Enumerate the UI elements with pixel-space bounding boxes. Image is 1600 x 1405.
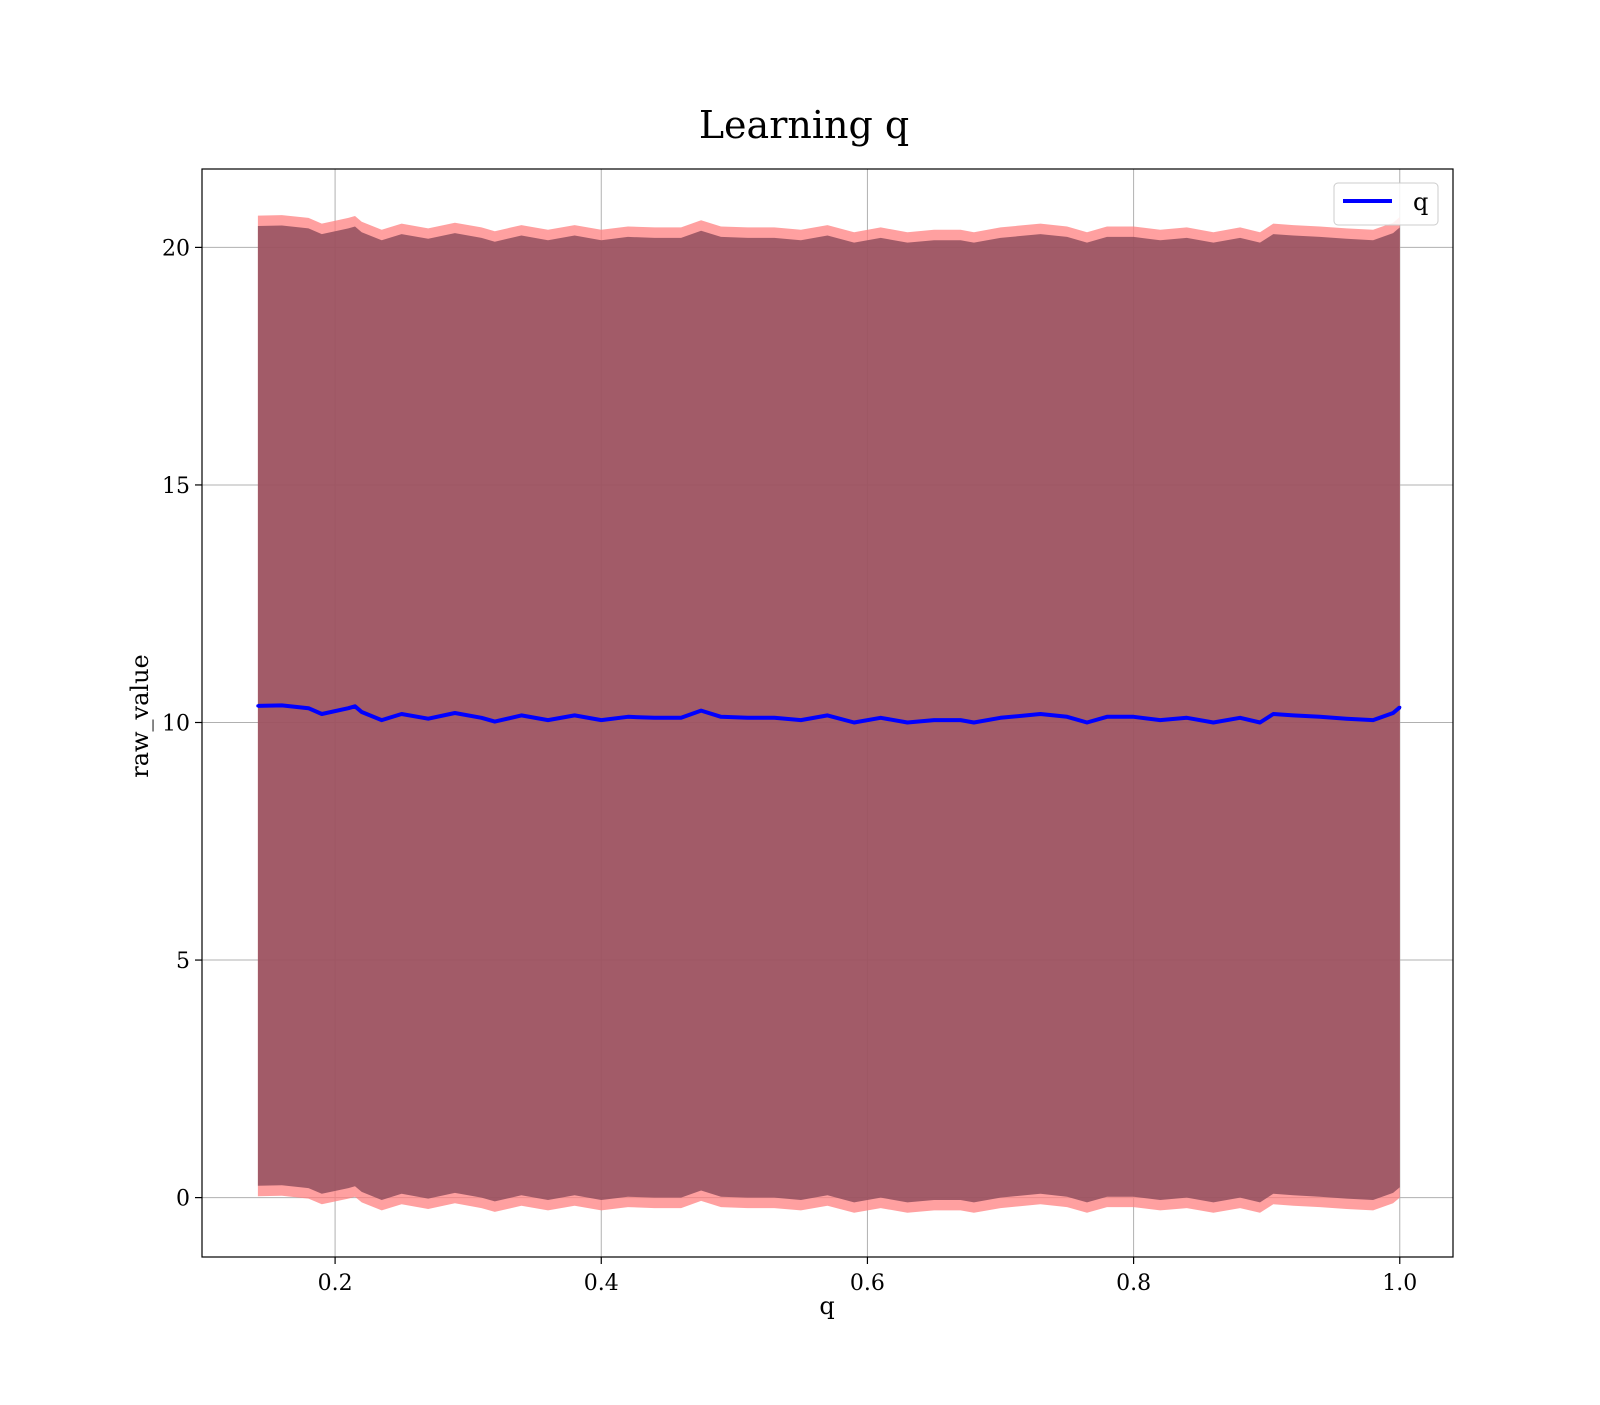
data-point [453, 711, 457, 715]
data-point [1065, 715, 1069, 719]
data-point [972, 720, 976, 725]
data-point [626, 715, 630, 719]
data-point [1344, 717, 1349, 721]
x-tick-label: 1.0 [1382, 1271, 1417, 1296]
data-point [905, 720, 909, 725]
data-point [380, 718, 384, 722]
data-point [719, 715, 723, 719]
data-point [346, 706, 350, 710]
chart-title: Learning q [699, 103, 909, 147]
series-line-q [257, 703, 1402, 725]
legend: q [1333, 182, 1439, 226]
data-point [998, 716, 1003, 720]
x-tick-label: 0.6 [850, 1271, 885, 1296]
data-point [1271, 712, 1275, 716]
data-point [1105, 715, 1109, 719]
data-point [1238, 716, 1242, 720]
data-point [1211, 720, 1216, 725]
data-point [256, 704, 260, 708]
data-point [306, 706, 311, 710]
y-tick-label: 15 [162, 474, 190, 499]
plot-frame [201, 168, 1454, 1258]
y-tick-label: 5 [176, 949, 190, 974]
data-point [1038, 712, 1043, 716]
y-axis-label: raw_value [126, 654, 154, 778]
x-tick-label: 0.2 [318, 1271, 353, 1296]
data-point [699, 709, 703, 713]
x-ticks: 0.2 0.4 0.6 0.8 1.0 [318, 1257, 1417, 1296]
data-point [1398, 705, 1402, 709]
data-point [1185, 716, 1189, 720]
data-point [546, 718, 550, 722]
data-point [1085, 720, 1089, 725]
data-point [573, 713, 577, 717]
data-point [879, 716, 883, 720]
x-tick-label: 0.8 [1116, 1271, 1151, 1296]
data-point [320, 712, 324, 716]
data-point [772, 716, 776, 720]
data-point [479, 716, 484, 720]
data-point [1371, 718, 1375, 722]
data-point [852, 720, 856, 725]
data-point [1258, 720, 1262, 725]
data-point [1158, 718, 1162, 722]
data-point [932, 718, 936, 722]
y-tick-label: 20 [162, 236, 190, 261]
data-point [825, 713, 830, 717]
data-point [652, 716, 657, 720]
y-ticks: 0 5 10 15 20 [162, 236, 202, 1212]
legend-label-q: q [1413, 188, 1428, 216]
data-point [353, 704, 357, 708]
data-point [1131, 715, 1136, 719]
data-point [799, 718, 803, 722]
data-point [1291, 713, 1295, 717]
y-tick-label: 10 [162, 712, 190, 737]
data-point [1391, 711, 1395, 715]
data-point [599, 718, 603, 722]
data-point [360, 710, 364, 714]
data-point [493, 719, 497, 724]
data-point [746, 716, 750, 720]
legend-box [1333, 182, 1439, 226]
data-point [400, 712, 404, 716]
line-layer [256, 703, 1402, 725]
data-point [519, 713, 524, 717]
data-point [679, 716, 683, 720]
x-tick-label: 0.4 [584, 1271, 619, 1296]
data-point [1318, 715, 1322, 719]
data-point [958, 718, 963, 722]
data-point [280, 703, 284, 707]
y-tick-label: 0 [176, 1187, 190, 1212]
x-axis-label: q [819, 1292, 834, 1320]
data-point [426, 717, 430, 721]
